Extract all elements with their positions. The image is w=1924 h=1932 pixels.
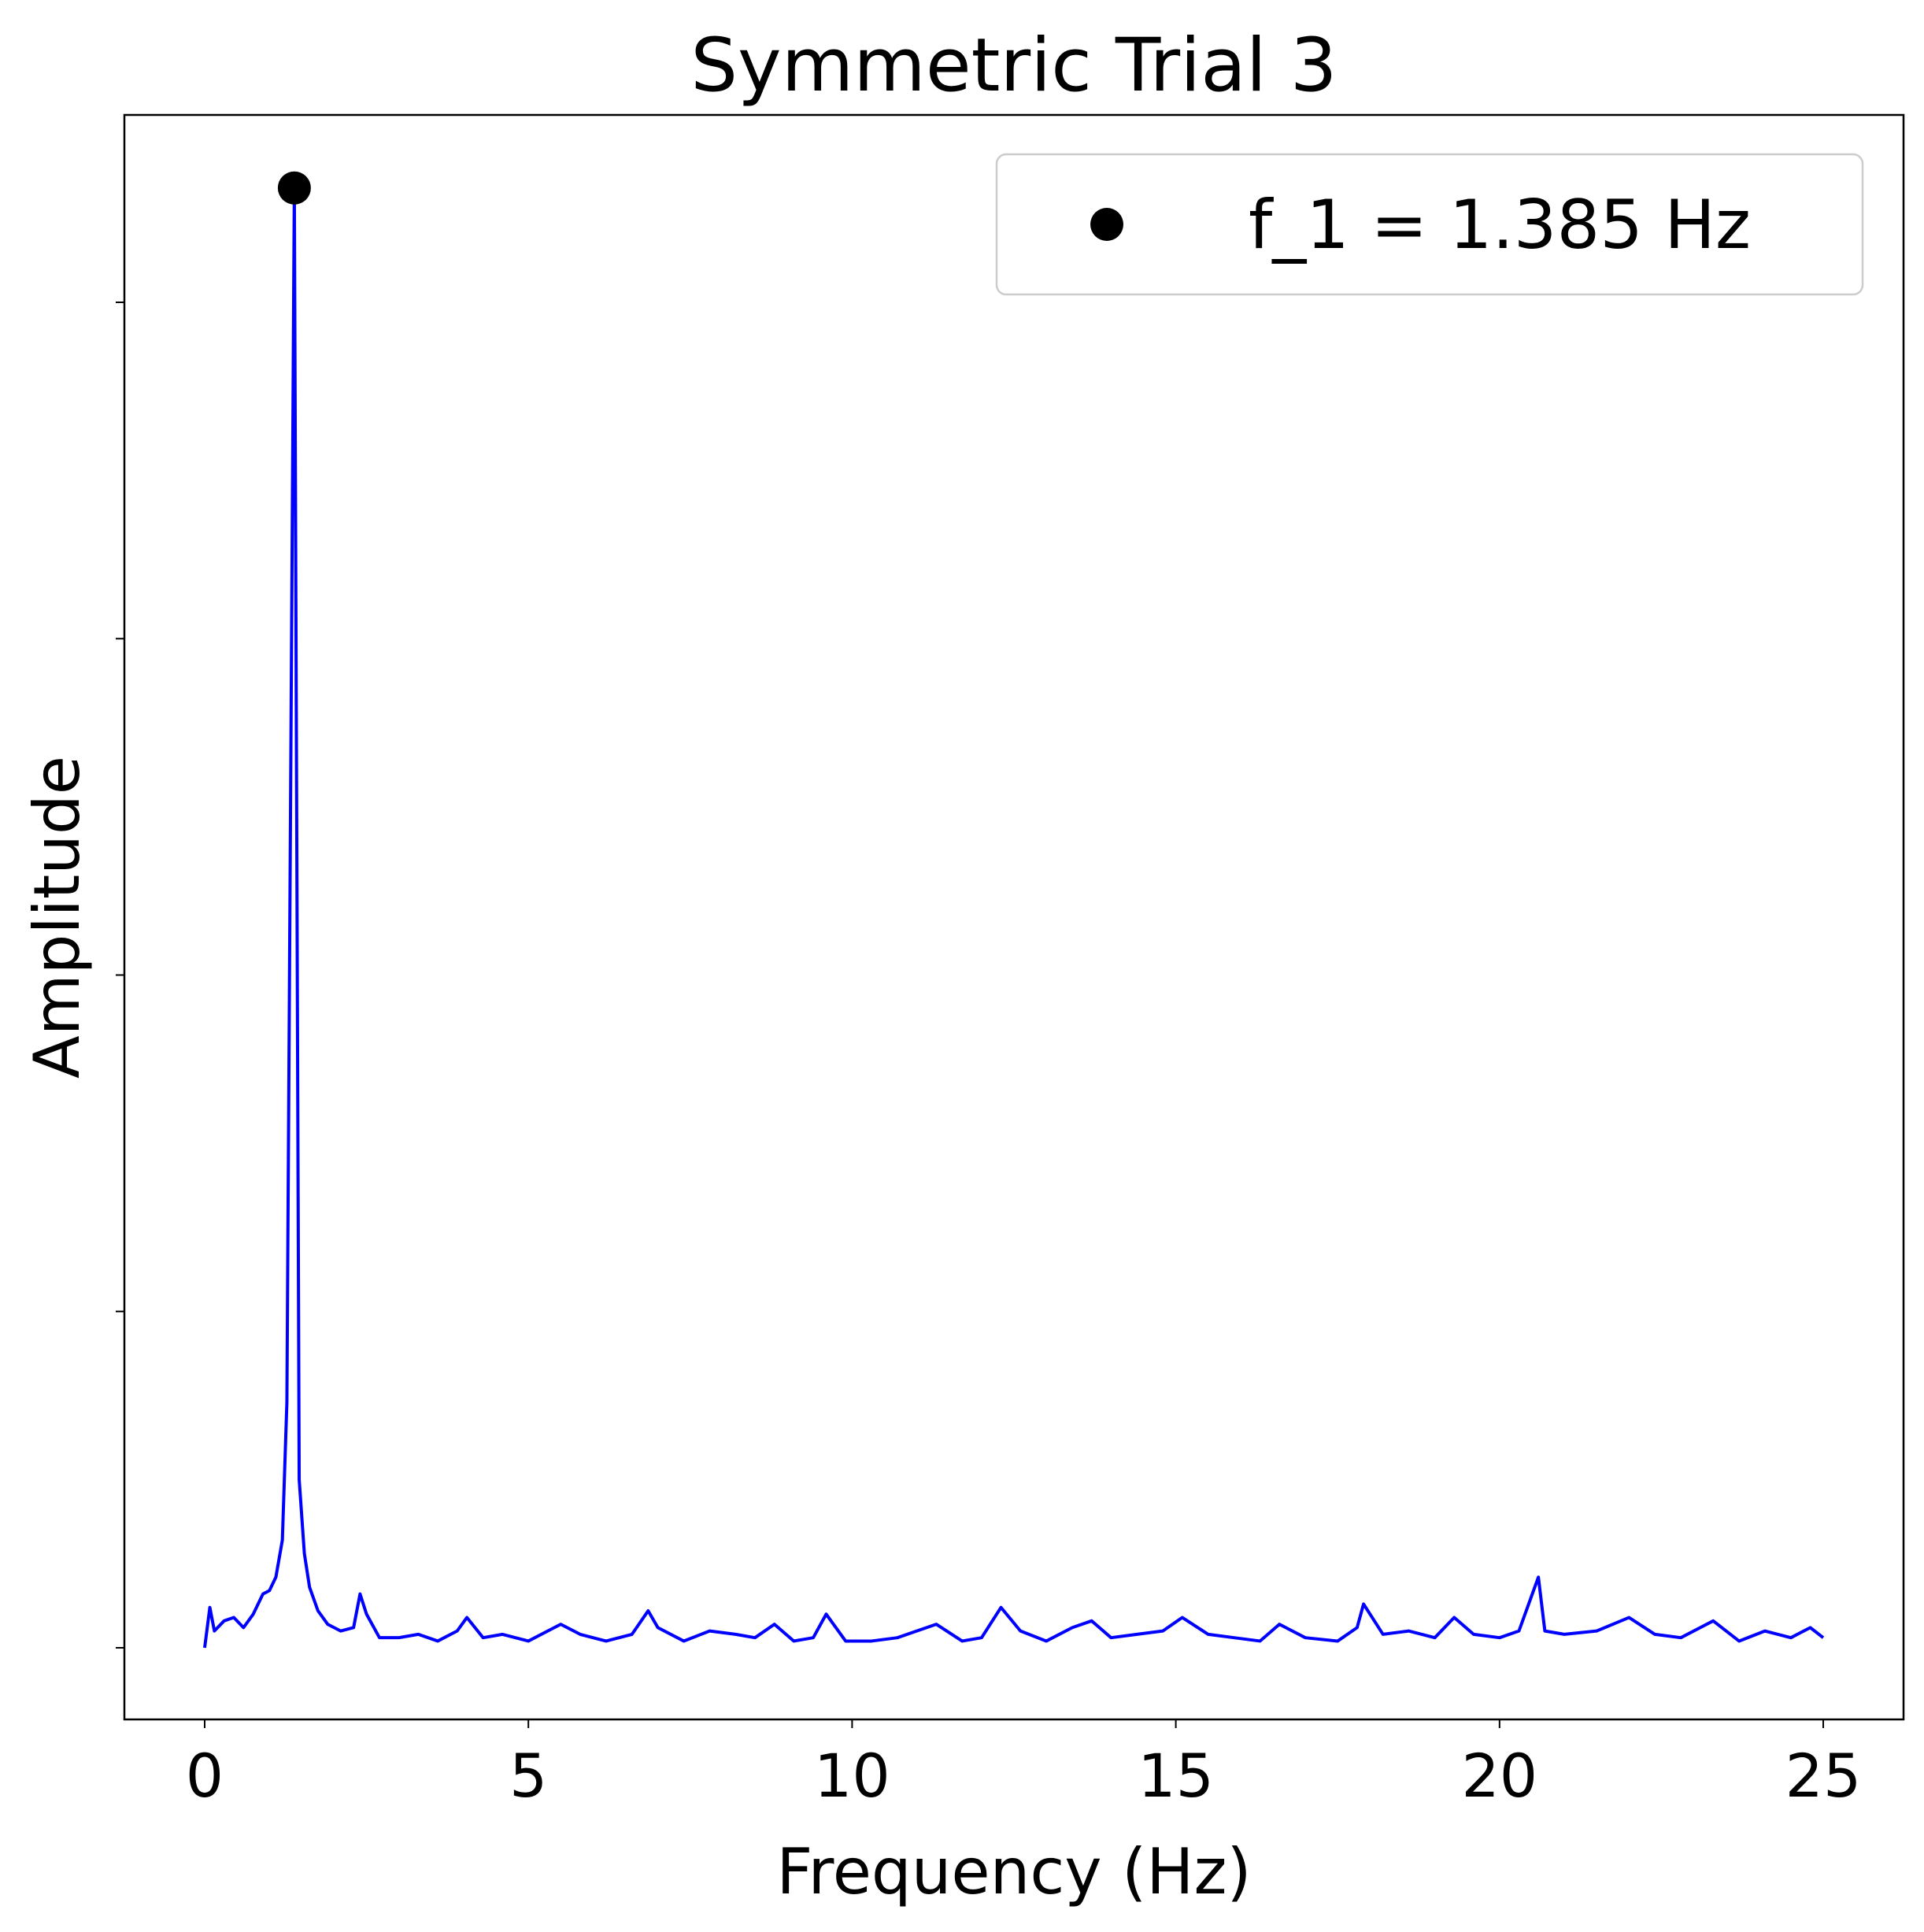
chart-title: Symmetric Trial 3 (690, 23, 1337, 109)
x-tick-label: 5 (509, 1741, 547, 1811)
x-tick-label: 20 (1461, 1741, 1537, 1811)
spectrum-line (202, 186, 1825, 1649)
legend-marker (1090, 208, 1123, 241)
x-tick-label: 10 (814, 1741, 890, 1811)
x-tick-label: 15 (1138, 1741, 1214, 1811)
axes-frame (123, 113, 1905, 1721)
x-tick-label: 25 (1785, 1741, 1862, 1811)
x-tick-label: 0 (186, 1741, 224, 1811)
y-axis-label: Amplitude (20, 756, 94, 1079)
peak-marker (277, 171, 311, 205)
legend-label: f_1 = 1.385 Hz (1249, 186, 1751, 265)
x-axis-label: Frequency (Hz) (776, 1835, 1251, 1908)
legend-box (995, 153, 1864, 296)
